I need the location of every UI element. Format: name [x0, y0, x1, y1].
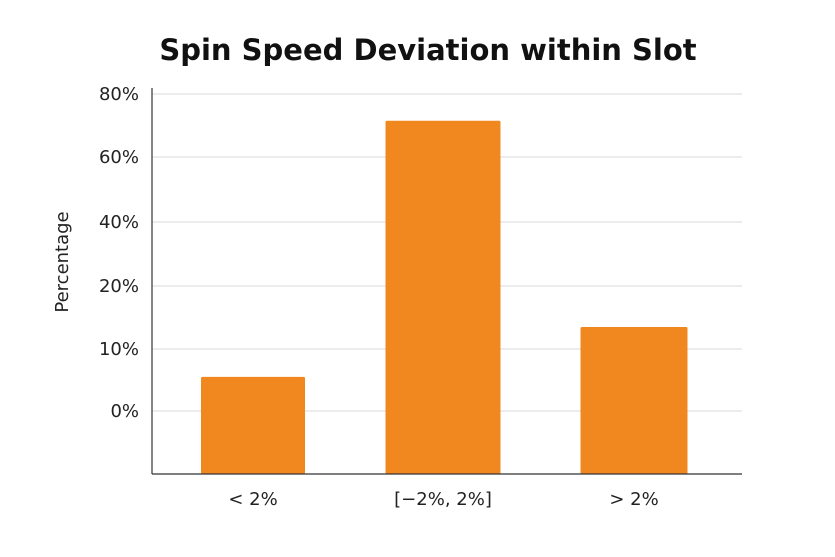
- bar: [385, 120, 501, 475]
- y-tick-label: 60%: [99, 147, 139, 168]
- x-tick-label: [−2%, 2%]: [394, 489, 492, 510]
- y-tick-label: 80%: [99, 84, 139, 105]
- y-tick-label: 20%: [99, 276, 139, 297]
- x-axis-ticks: < 2% [−2%, 2%] > 2%: [228, 489, 658, 510]
- x-tick-label: > 2%: [609, 489, 658, 510]
- y-tick-label: 40%: [99, 212, 139, 233]
- bars: [201, 120, 688, 475]
- y-axis-label: Percentage: [52, 211, 73, 312]
- bar: [201, 376, 305, 474]
- y-tick-label: 0%: [110, 401, 139, 422]
- x-tick-label: < 2%: [228, 489, 277, 510]
- chart-title: Spin Speed Deviation within Slot: [159, 33, 696, 67]
- y-axis-ticks: 0% 10% 20% 40% 60% 80%: [99, 84, 139, 422]
- y-tick-label: 10%: [99, 339, 139, 360]
- bar: [580, 326, 688, 474]
